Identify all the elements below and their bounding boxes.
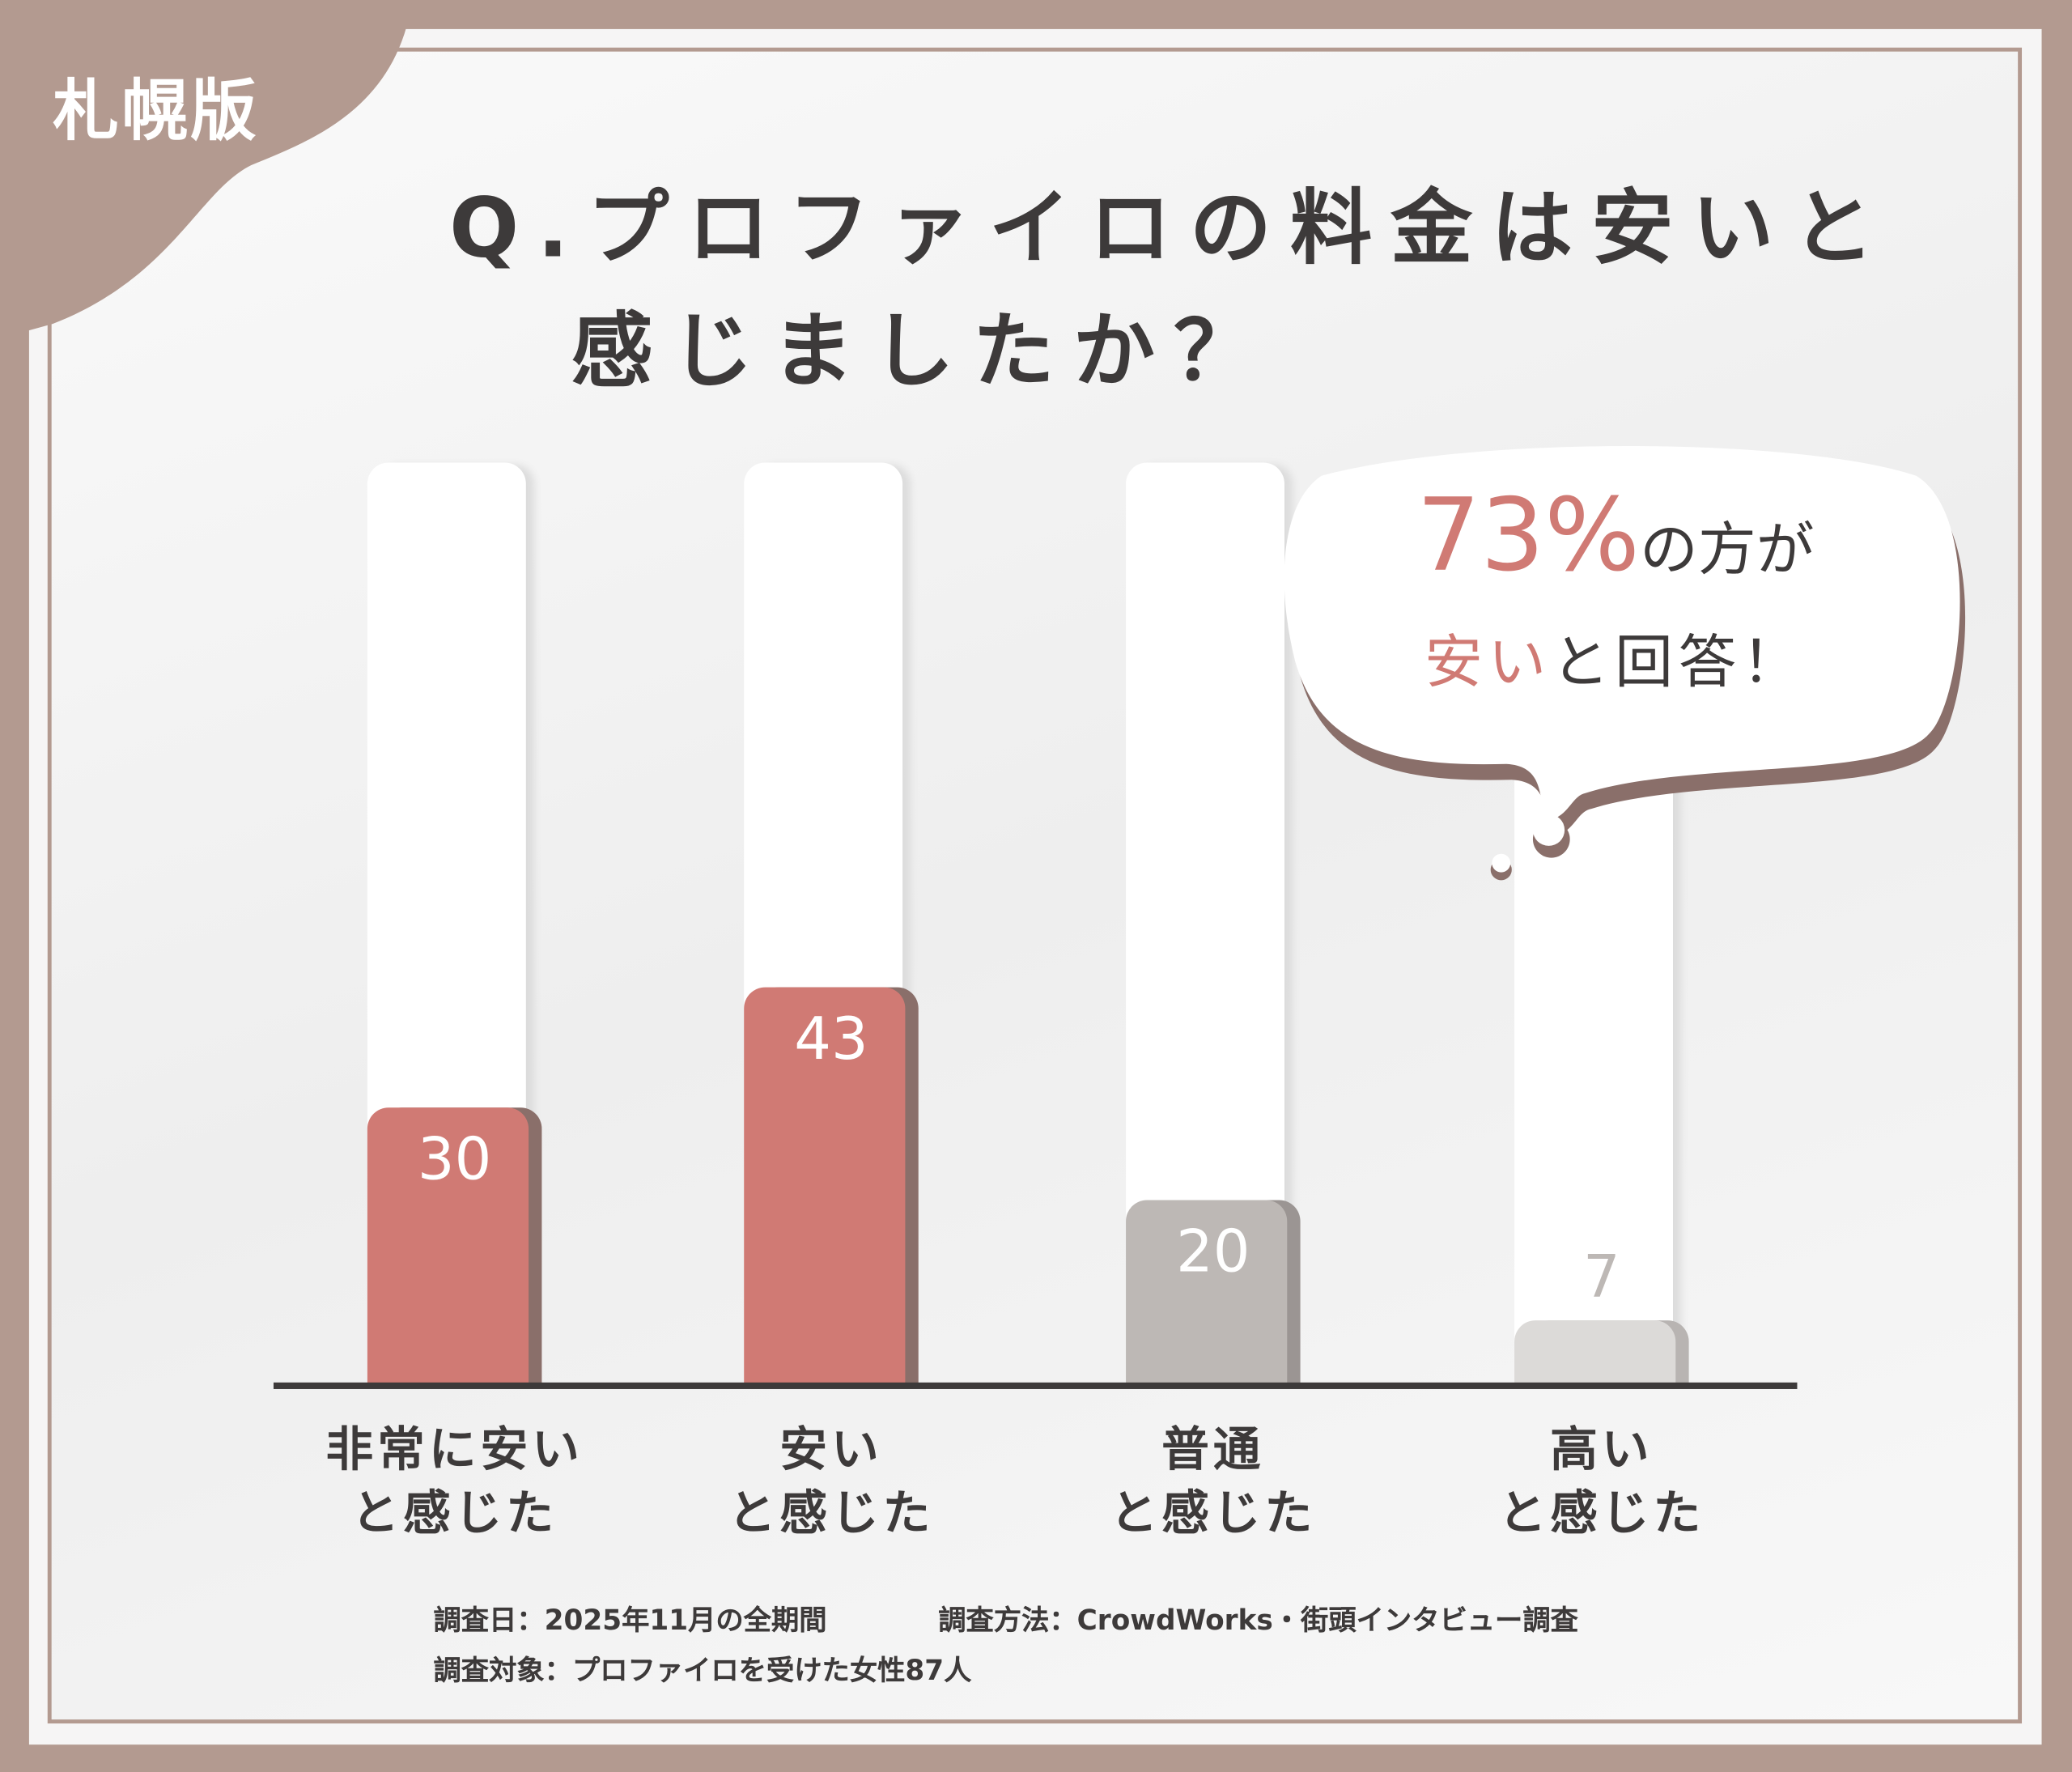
category-label-line: 普通 [1161, 1423, 1265, 1478]
bar [744, 987, 906, 1386]
category-label-line: と感じた [351, 1486, 558, 1541]
data-label: 30 [417, 1126, 492, 1194]
callout-line2-rest: と回答！ [1551, 629, 1806, 697]
region-badge: 札幌版 [53, 72, 260, 150]
corner-tab [0, 0, 413, 331]
category-label-line: と感じた [1498, 1486, 1705, 1541]
callout-line1-rest: の方が [1640, 516, 1815, 584]
category-label: 高い と感じた [1403, 1420, 1800, 1547]
callout-line1: 73%の方が [1416, 476, 1814, 593]
category-label-line: 非常に安い [325, 1423, 584, 1478]
survey-method: 調査方法：CrowdWorks・街頭インタビュー調査 [938, 1604, 1578, 1637]
data-label: 43 [794, 1005, 868, 1073]
bar [1514, 1320, 1676, 1386]
bar [367, 1107, 529, 1386]
question-title-line1: Q.プロファイロの料金は安いと [449, 180, 1893, 277]
category-label-line: と感じた [728, 1486, 935, 1541]
x-axis [273, 1382, 1798, 1389]
bar [1126, 1200, 1288, 1386]
category-label-line: と感じた [1110, 1486, 1317, 1541]
callout-line2: 安いと回答！ [1424, 614, 1805, 699]
data-label: 7 [1582, 1243, 1620, 1311]
question-title-line2: 感じましたか？ [571, 302, 1274, 400]
category-label: 安い と感じた [633, 1420, 1030, 1547]
category-label-line: 安い [779, 1423, 883, 1478]
data-label: 20 [1176, 1218, 1250, 1286]
category-label: 非常に安い と感じた [257, 1420, 653, 1547]
speech-bubble [1284, 446, 1966, 881]
survey-date: 調査日：2025年11月の全期間 [433, 1604, 827, 1637]
callout-highlight: 安い [1424, 629, 1552, 697]
category-label: 普通 と感じた [1015, 1420, 1412, 1547]
category-label-line: 高い [1550, 1423, 1654, 1478]
survey-target: 調査対象：プロファイロを受けた女性87人 [433, 1655, 972, 1687]
callout-percent: 73% [1416, 475, 1641, 594]
